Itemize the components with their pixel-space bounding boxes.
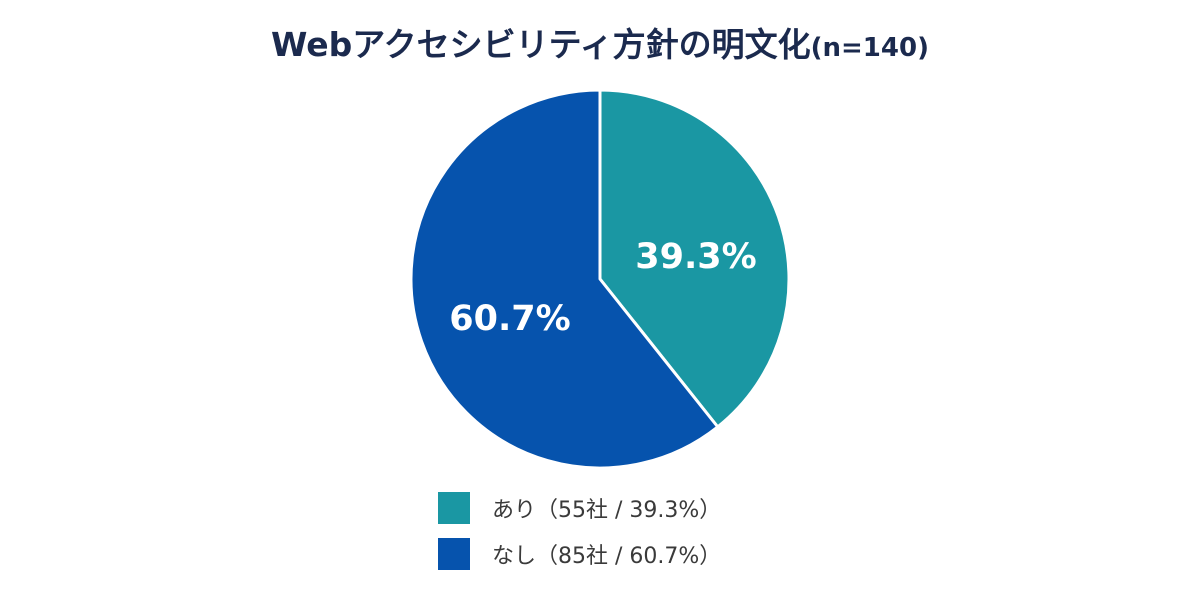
pie-slice-ari [598,88,791,429]
legend-swatch-ari [438,492,470,524]
legend-label-ari: あり（55社 / 39.3%） [492,498,722,523]
legend: あり（55社 / 39.3%） なし（85社 / 60.7%） [438,492,721,584]
pie-slice-nashi [409,88,720,470]
slice-value-label-nashi: 60.7% [449,299,570,339]
chart-subtitle: (n=140) [810,33,929,63]
slice-value-label-ari: 39.3% [635,237,756,277]
legend-label-nashi: なし（85社 / 60.7%） [492,544,722,569]
legend-item-ari: あり（55社 / 39.3%） [438,492,721,524]
chart-title: Webアクセシビリティ方針の明文化(n=140) [0,18,1200,66]
legend-item-nashi: なし（85社 / 60.7%） [438,538,721,570]
legend-swatch-nashi [438,538,470,570]
chart-title-text: Webアクセシビリティ方針の明文化 [271,25,811,64]
